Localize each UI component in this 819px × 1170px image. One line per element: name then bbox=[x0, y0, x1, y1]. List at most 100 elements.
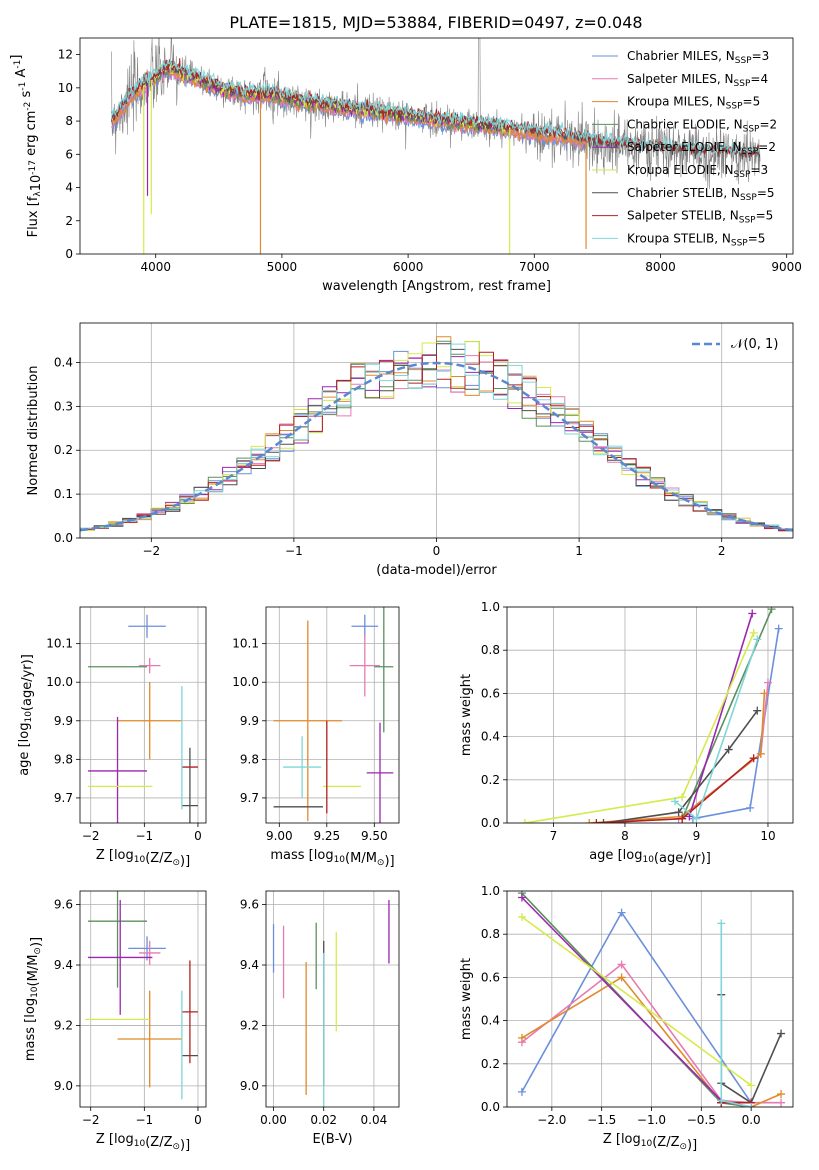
mass-weight-marker bbox=[717, 1096, 726, 1105]
mass-vs-Z-axes: −2 −1 0 9.0 9.2 9.4 9.6 Z [log10(Z/Z⊙)] mass [lo… bbox=[23, 890, 207, 1153]
y-tick-label: 0.2 bbox=[481, 773, 500, 787]
mass-weight-marker bbox=[617, 908, 626, 917]
mass-weight-vs-Z-y-axis-label: mass weight bbox=[459, 958, 474, 1040]
x-tick-label: 1 bbox=[575, 544, 583, 558]
mass-weight-vs-age-y-axis-label: mass weight bbox=[459, 674, 474, 756]
y-tick-label: 1.0 bbox=[481, 600, 500, 614]
x-tick-label: −1 bbox=[135, 1113, 153, 1127]
y-tick-label: 10.0 bbox=[46, 675, 73, 689]
age-vs-mass-frame bbox=[265, 606, 400, 824]
mass-weight-marker bbox=[749, 628, 758, 637]
y-tick-label: 9.9 bbox=[54, 714, 73, 728]
x-tick-label: −2 bbox=[142, 544, 160, 558]
mass-weight-line bbox=[521, 911, 752, 1104]
y-tick-label: 0.6 bbox=[481, 686, 500, 700]
legend-label: Chabrier MILES, NSSP=3 bbox=[627, 49, 769, 66]
x-tick-label: 10 bbox=[760, 829, 775, 843]
mass-weight-marker bbox=[777, 1029, 786, 1038]
legend-label: Kroupa MILES, NSSP=5 bbox=[627, 95, 760, 112]
mass-vs-Z-x-axis-label: Z [log10(Z/Z⊙)] bbox=[96, 1132, 190, 1153]
mass-weight-line bbox=[681, 608, 773, 820]
y-tick-label: 0.2 bbox=[481, 1057, 500, 1071]
mass-weight-line bbox=[521, 916, 752, 1087]
y-tick-label: 4 bbox=[65, 181, 73, 195]
mass-weight-marker bbox=[760, 689, 769, 698]
mass-weight-marker bbox=[763, 678, 772, 687]
residuals-frame bbox=[79, 322, 794, 539]
mass-weight-line bbox=[688, 613, 753, 817]
x-tick-label: −1 bbox=[135, 829, 153, 843]
y-tick-label: 9.9 bbox=[240, 714, 259, 728]
mass-weight-marker bbox=[617, 973, 626, 982]
mass-weight-line bbox=[524, 632, 755, 823]
mass-weight-marker bbox=[756, 749, 765, 758]
y-tick-label: 0.8 bbox=[481, 643, 500, 657]
spectrum-x-axis-label: wavelength [Angstrom, rest frame] bbox=[322, 279, 551, 294]
spectrum-frame bbox=[79, 37, 794, 255]
mass-weight-marker bbox=[678, 814, 687, 823]
legend-label: Kroupa ELODIE, NSSP=3 bbox=[627, 163, 768, 180]
mass-weight-vs-age-frame bbox=[506, 606, 794, 824]
y-tick-label: 0.4 bbox=[481, 1014, 500, 1028]
mass-weight-marker bbox=[517, 1033, 526, 1042]
age-vs-Z-y-axis-label: age [log10(age/yr)] bbox=[17, 654, 35, 776]
x-tick-label: 5000 bbox=[267, 260, 298, 274]
mass-weight-marker bbox=[617, 960, 626, 969]
mass-weight-marker bbox=[717, 919, 726, 928]
y-tick-label: 9.7 bbox=[54, 791, 73, 805]
x-tick-label: 6000 bbox=[393, 260, 424, 274]
y-tick-label: 8 bbox=[65, 114, 73, 128]
y-tick-label: 9.0 bbox=[54, 1079, 73, 1093]
y-tick-label: 9.2 bbox=[54, 1018, 73, 1032]
x-tick-label: 0.02 bbox=[310, 1113, 337, 1127]
mass-vs-ebv-axes: 0.00 0.02 0.04 9.0 9.2 9.4 9.6 E(B-V) bbox=[240, 890, 400, 1147]
mass-vs-Z-frame bbox=[79, 890, 207, 1108]
mass-weight-line bbox=[603, 710, 758, 823]
age-vs-Z-frame bbox=[79, 606, 207, 824]
y-tick-label: 0.4 bbox=[481, 730, 500, 744]
mass-vs-ebv-x-axis-label: E(B-V) bbox=[312, 1132, 352, 1147]
y-tick-label: 10.1 bbox=[46, 637, 73, 651]
x-tick-label: 0 bbox=[433, 544, 441, 558]
mass-weight-marker bbox=[692, 814, 701, 823]
legend-label: Salpeter MILES, NSSP=4 bbox=[627, 72, 768, 89]
mass-weight-marker bbox=[517, 1087, 526, 1096]
y-tick-label: 9.6 bbox=[54, 898, 73, 912]
x-tick-label: −1.0 bbox=[637, 1113, 666, 1127]
legend-label: Kroupa STELIB, NSSP=5 bbox=[627, 231, 765, 248]
y-tick-label: 0.4 bbox=[54, 355, 73, 369]
spectrum-legend: Chabrier MILES, NSSP=3 Salpeter MILES, NS… bbox=[592, 49, 777, 248]
x-tick-label: 0 bbox=[194, 1113, 202, 1127]
x-tick-label: −2 bbox=[82, 829, 100, 843]
mass-weight-marker bbox=[747, 1103, 756, 1107]
x-tick-label: 9.00 bbox=[266, 829, 293, 843]
y-tick-label: 2 bbox=[65, 214, 73, 228]
y-tick-label: 9.8 bbox=[54, 752, 73, 766]
y-tick-label: 9.4 bbox=[240, 958, 259, 972]
age-vs-mass-x-axis-label: mass [log10(M/M⊙)] bbox=[270, 848, 394, 869]
x-tick-label: 7 bbox=[550, 829, 558, 843]
y-tick-label: 12 bbox=[58, 48, 73, 62]
mass-weight-vs-Z-axes: −2.0 −1.5 −1.0 −0.5 0.0 0.0 0.2 0.4 0.6 0.8 1.0 Z [… bbox=[459, 884, 794, 1153]
age-vs-mass-axes: 9.00 9.25 9.50 9.7 9.8 9.9 10.0 10.1 mass [log10… bbox=[232, 606, 400, 869]
mass-weight-marker bbox=[749, 754, 758, 763]
y-tick-label: 0.2 bbox=[54, 443, 73, 457]
mass-weight-marker bbox=[753, 706, 762, 715]
mass-weight-marker bbox=[678, 793, 687, 802]
y-tick-label: 0 bbox=[65, 247, 73, 261]
mass-weight-vs-Z-frame bbox=[506, 890, 794, 1108]
y-tick-label: 0.1 bbox=[54, 487, 73, 501]
mass-weight-marker bbox=[517, 893, 526, 902]
y-tick-label: 10.1 bbox=[232, 637, 259, 651]
legend-label: Chabrier ELODIE, NSSP=2 bbox=[627, 117, 777, 134]
y-tick-label: 9.2 bbox=[240, 1018, 259, 1032]
mass-weight-marker bbox=[599, 819, 608, 823]
residuals-axes: −2 −1 0 1 2 0.0 0.1 0.2 0.3 0.4 (data-model)/error… bbox=[26, 322, 794, 578]
legend-label: Chabrier STELIB, NSSP=5 bbox=[627, 186, 775, 203]
mass-vs-Z-plot-area bbox=[85, 891, 198, 1100]
residual-histogram bbox=[80, 343, 793, 533]
age-vs-Z-axes: −2 −1 0 9.7 9.8 9.9 10.0 10.1 Z [log10(Z/Z⊙)] age… bbox=[17, 606, 207, 869]
residuals-plot-area bbox=[80, 336, 793, 533]
mass-weight-marker bbox=[777, 1098, 786, 1107]
